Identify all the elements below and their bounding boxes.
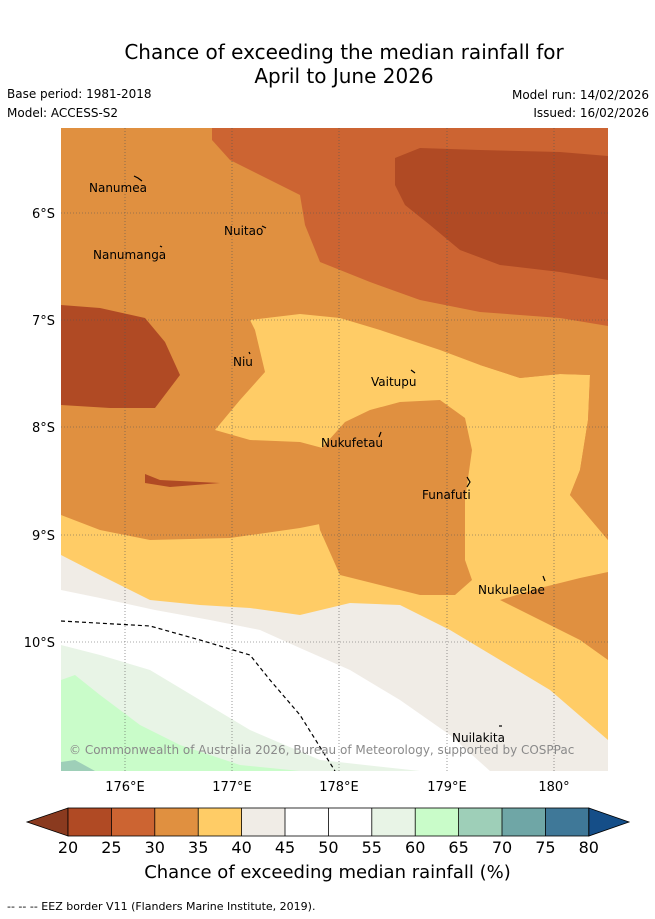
island-markers bbox=[133, 175, 546, 727]
colorbar-segment-65-70 bbox=[458, 808, 502, 836]
lon-tick-178e: 178°E bbox=[319, 780, 359, 795]
model-run-label: Model run: 14/02/2026 bbox=[511, 88, 649, 102]
colorbar-segment-20-25 bbox=[68, 808, 112, 836]
colorbar-tick-65: 65 bbox=[448, 838, 468, 857]
colorbar-tick-70: 70 bbox=[492, 838, 512, 857]
island-shape-nukufetau bbox=[378, 431, 382, 438]
copyright-notice: © Commonwealth of Australia 2026, Bureau… bbox=[69, 743, 574, 757]
island-shape-nukulaelae bbox=[542, 575, 546, 582]
colorbar-tick-60: 60 bbox=[405, 838, 425, 857]
colorbar-tick-30: 30 bbox=[145, 838, 165, 857]
colorbar-tick-50: 50 bbox=[318, 838, 338, 857]
colorbar-extend-high bbox=[588, 807, 631, 837]
colorbar-tick-45: 45 bbox=[275, 838, 295, 857]
island-label-nuitao: Nuitao bbox=[224, 224, 263, 238]
island-label-nukulaelae: Nukulaelae bbox=[478, 583, 545, 597]
island-label-nuilakita: Nuilakita bbox=[452, 731, 505, 745]
island-shape-funafuti bbox=[466, 476, 471, 488]
colorbar bbox=[25, 807, 631, 837]
island-shape-nanumea bbox=[133, 175, 143, 182]
issued-label: Issued: 16/02/2026 bbox=[533, 106, 649, 120]
island-label-nanumanga: Nanumanga bbox=[93, 248, 166, 262]
island-label-funafuti: Funafuti bbox=[422, 488, 471, 502]
lon-tick-180: 180° bbox=[538, 780, 569, 795]
region-30-35-center bbox=[315, 400, 472, 595]
colorbar-segment-25-30 bbox=[111, 808, 155, 836]
lat-tick-10s: 10°S bbox=[24, 636, 55, 651]
island-label-nukufetau: Nukufetau bbox=[321, 436, 383, 450]
region-30-35-east bbox=[480, 326, 608, 540]
region-20-25-west bbox=[61, 305, 180, 408]
region-20-25-northeast bbox=[395, 148, 608, 280]
model-label: Model: ACCESS-S2 bbox=[7, 106, 119, 120]
lon-tick-177e: 177°E bbox=[212, 780, 252, 795]
lat-tick-8s: 8°S bbox=[32, 421, 55, 436]
colorbar-segment-75-80 bbox=[545, 808, 589, 836]
colorbar-tick-40: 40 bbox=[231, 838, 251, 857]
colorbar-tick-25: 25 bbox=[101, 838, 121, 857]
island-label-nanumea: Nanumea bbox=[89, 181, 147, 195]
island-shape-vaitupu bbox=[410, 369, 416, 374]
colorbar-segment-35-40 bbox=[198, 808, 242, 836]
colorbar-segment-70-75 bbox=[502, 808, 546, 836]
colorbar-title: Chance of exceeding median rainfall (%) bbox=[144, 862, 511, 883]
lon-tick-176e: 176°E bbox=[105, 780, 145, 795]
colorbar-tick-55: 55 bbox=[362, 838, 382, 857]
island-shape-nuitao bbox=[261, 225, 267, 229]
colorbar-segment-30-35 bbox=[154, 808, 199, 836]
graticule bbox=[61, 128, 608, 771]
island-label-vaitupu: Vaitupu bbox=[371, 375, 417, 389]
colorbar-extend-low bbox=[25, 807, 69, 837]
region-30-35-southeast bbox=[500, 572, 608, 660]
island-shape-nanumanga bbox=[159, 245, 163, 248]
colorbar-tick-80: 80 bbox=[579, 838, 599, 857]
probability-map: Nanumea Nuitao Nanumanga Niu Vaitupu Nuk… bbox=[61, 128, 608, 771]
map-title-line-2: April to June 2026 bbox=[254, 64, 434, 88]
island-label-niu: Niu bbox=[233, 355, 253, 369]
map-title-line-1: Chance of exceeding the median rainfall … bbox=[124, 40, 564, 64]
colorbar-segment-50-55 bbox=[328, 808, 372, 836]
colorbar-tick-35: 35 bbox=[188, 838, 208, 857]
colorbar-segment-55-60 bbox=[371, 808, 416, 836]
region-20-25-stripe bbox=[145, 474, 220, 487]
eez-border-note: -- -- -- EEZ border V11 (Flanders Marine… bbox=[7, 900, 316, 913]
base-period-label: Base period: 1981-2018 bbox=[7, 87, 152, 101]
region-65-70 bbox=[61, 760, 95, 771]
colorbar-segment-45-50 bbox=[285, 808, 329, 836]
lon-tick-179e: 179°E bbox=[427, 780, 467, 795]
colorbar-tick-75: 75 bbox=[535, 838, 555, 857]
lat-tick-6s: 6°S bbox=[32, 207, 55, 222]
colorbar-tick-20: 20 bbox=[58, 838, 78, 857]
region-60-65 bbox=[61, 675, 300, 771]
lat-tick-7s: 7°S bbox=[32, 314, 55, 329]
colorbar-segment-40-45 bbox=[241, 808, 285, 836]
lat-tick-9s: 9°S bbox=[32, 529, 55, 544]
island-shape-niu bbox=[248, 351, 251, 355]
colorbar-segment-60-65 bbox=[415, 808, 459, 836]
